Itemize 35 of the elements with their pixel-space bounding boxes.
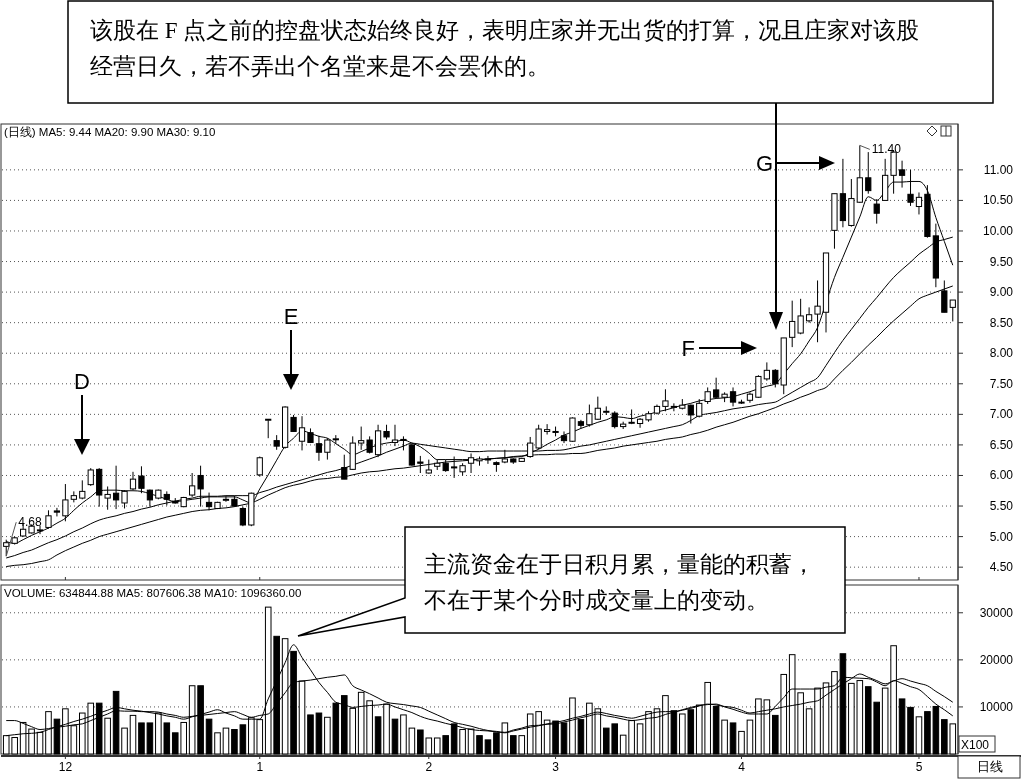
x-tick-label: 5 (915, 760, 923, 774)
x-tick-label: 12 (58, 760, 73, 774)
text: 该股在 F 点之前的控盘状态始终良好，表明庄家并无出货的打算，况且庄家对该股经营日久，若不弄出个名堂来是不会罢休的。 (90, 18, 920, 79)
y-tick-label: 10.50 (982, 193, 1014, 208)
y-tick-label: 9.00 (989, 285, 1014, 300)
annotation: 主流资金在于日积月累，量能的积蓄，不在于某个分时成交量上的变动。 (424, 552, 815, 613)
text: X100 (961, 738, 990, 752)
y-tick-label: 20000 (979, 652, 1014, 667)
y-tick-label: 8.00 (989, 346, 1014, 361)
text: 日线 (976, 759, 1003, 774)
x-tick-label: 1 (256, 760, 264, 774)
x-tick-label: 3 (552, 760, 560, 774)
chart-title: VOLUME: 634844.88 MA5: 807606.38 MA10: 1096360.00 (4, 587, 302, 599)
y-tick-label: 9.50 (989, 254, 1014, 269)
y-tick-label: 5.00 (989, 529, 1014, 544)
y-tick-label: 6.00 (989, 468, 1014, 483)
annotation: G (755, 151, 773, 176)
y-tick-label: 6.50 (989, 437, 1014, 452)
y-tick-label: 8.50 (989, 315, 1014, 330)
y-tick-label: 11.00 (983, 162, 1014, 177)
y-tick-label: 4.50 (989, 560, 1014, 575)
x-tick-label: 2 (425, 760, 433, 774)
annotation: D (74, 369, 90, 394)
y-tick-label: 10000 (979, 699, 1014, 714)
y-tick-label: 5.50 (989, 499, 1014, 514)
y-tick-label: 30000 (979, 605, 1014, 620)
annotation: 11.40 (871, 142, 902, 157)
annotation: E (283, 304, 299, 329)
y-tick-label: 7.50 (989, 376, 1014, 391)
x-tick-label: 4 (738, 760, 746, 774)
annotation: 4.68 (18, 515, 42, 530)
y-tick-label: 10.00 (982, 223, 1014, 238)
annotation: F (681, 336, 695, 361)
chart-title: (日线) MA5: 9.44 MA20: 9.90 MA30: 9.10 (4, 126, 216, 138)
y-tick-label: 7.00 (989, 407, 1014, 422)
